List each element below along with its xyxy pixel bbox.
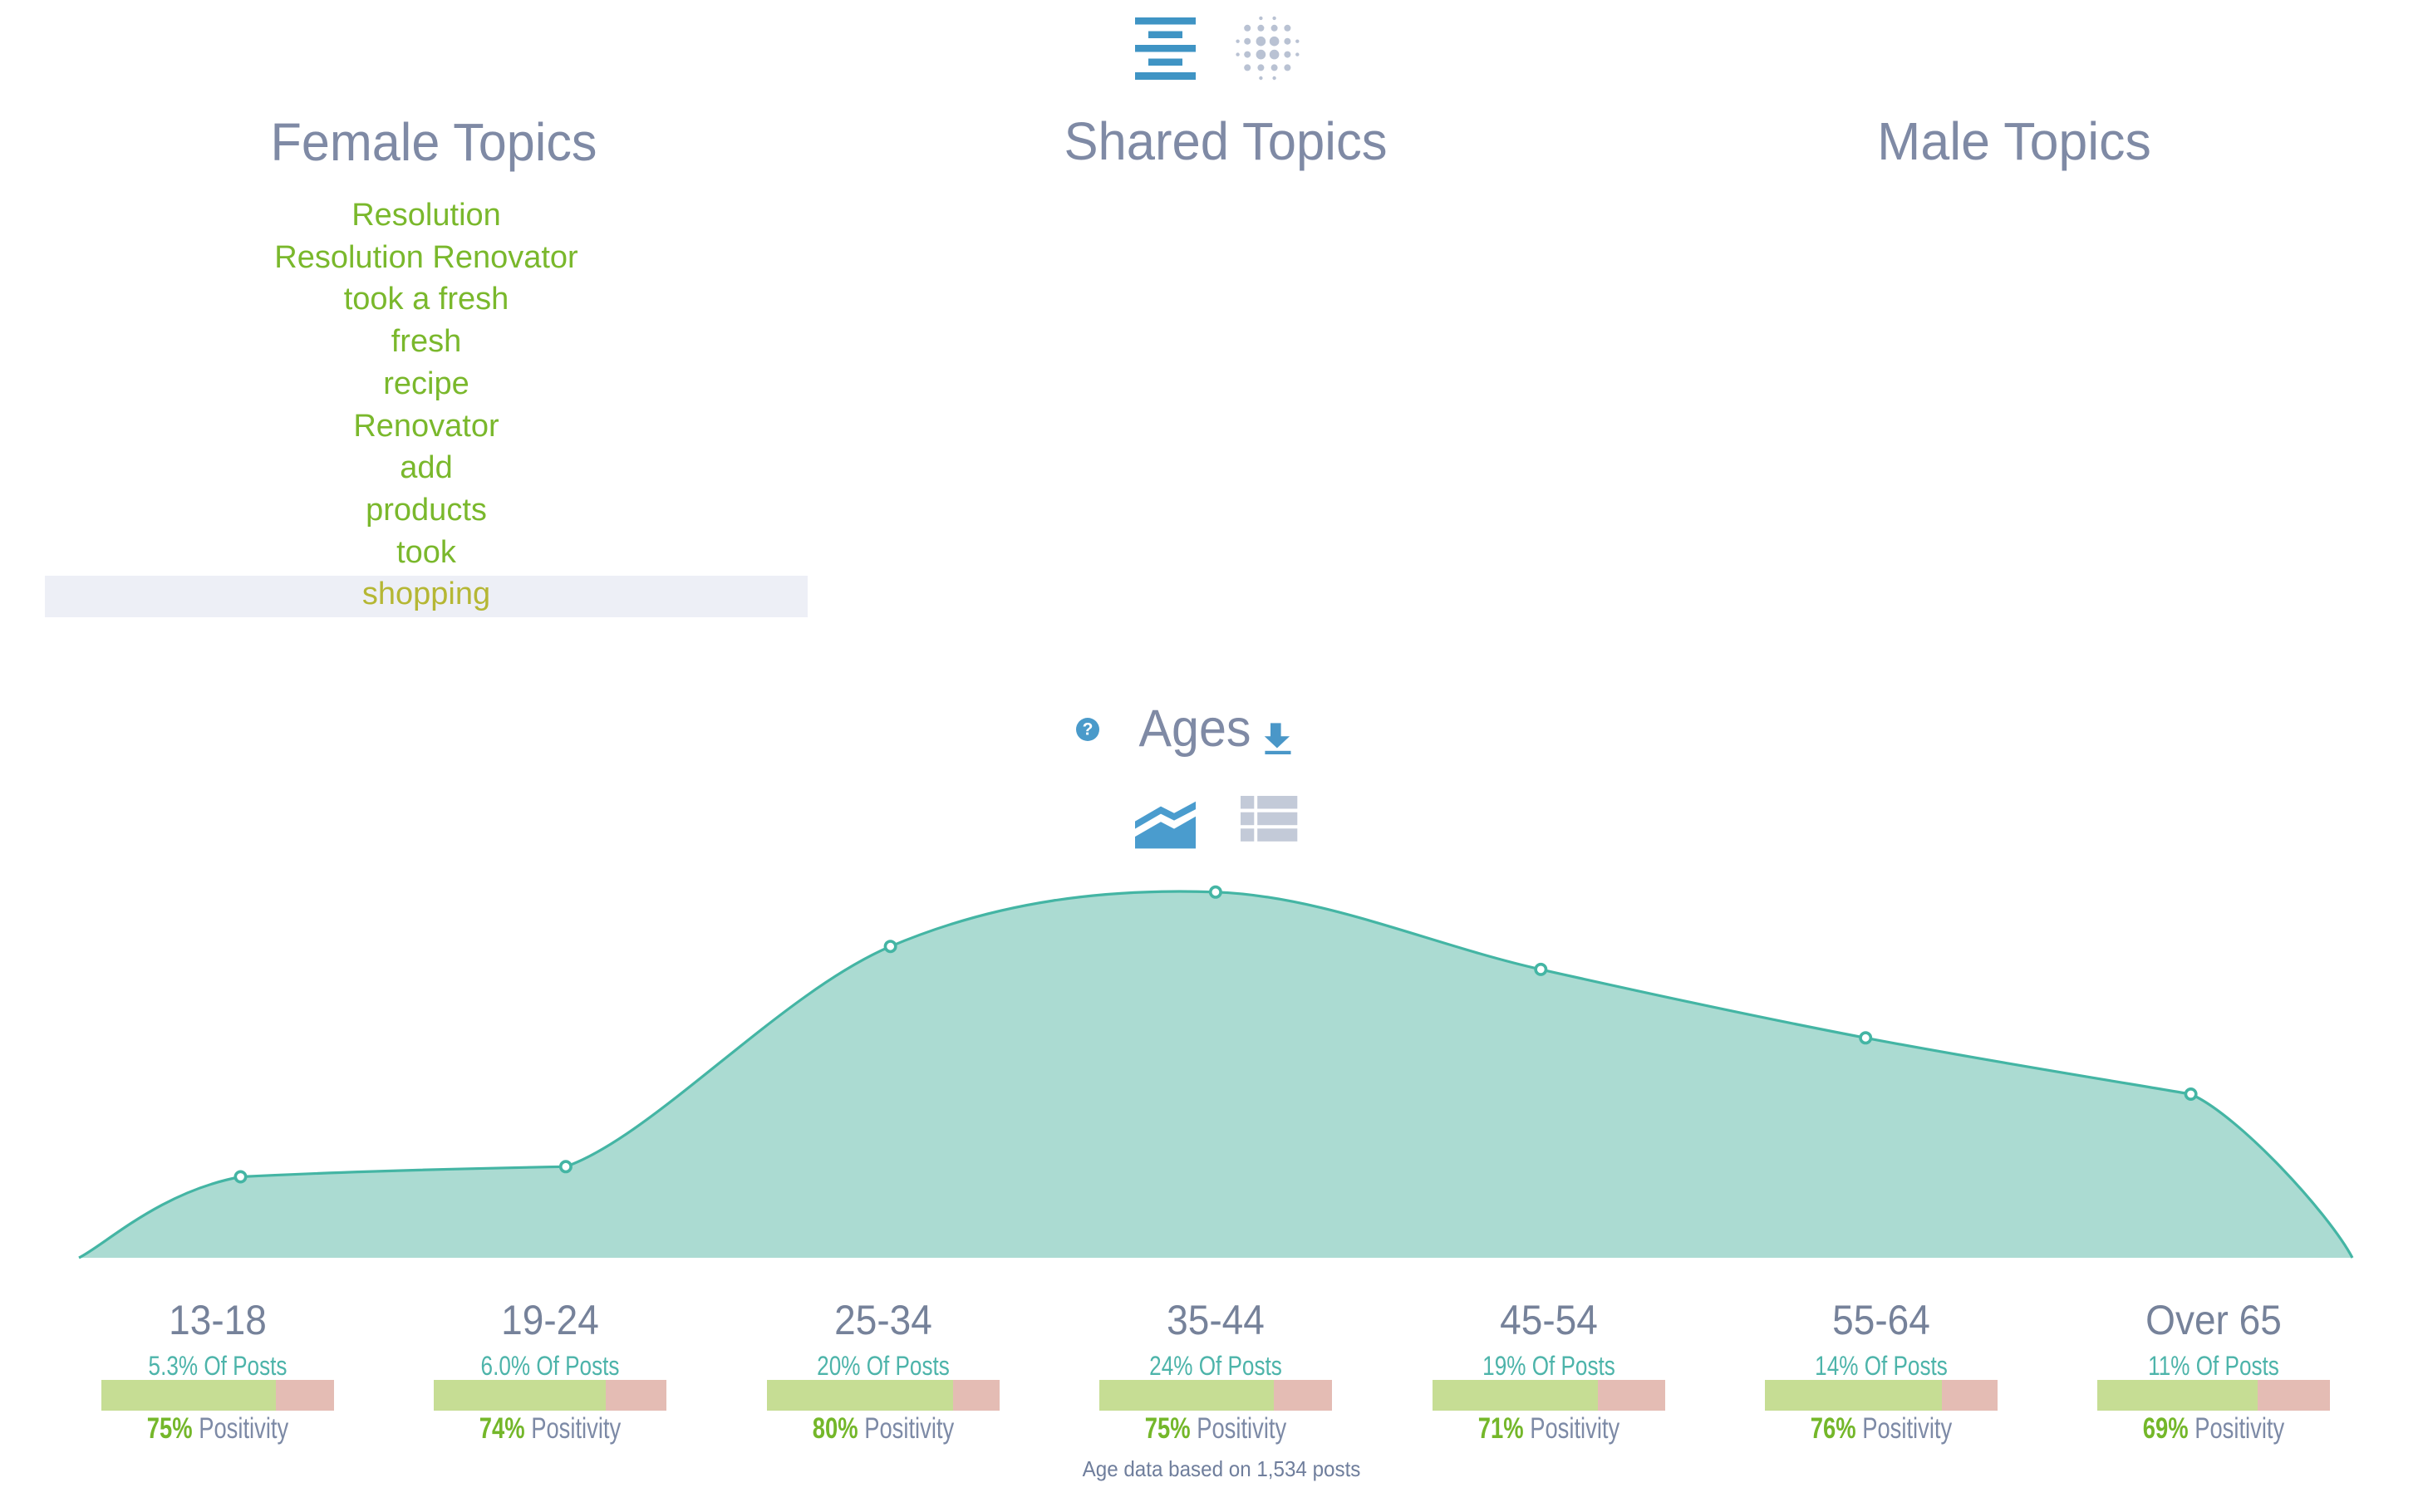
svg-text:?: ? [1083,720,1094,739]
